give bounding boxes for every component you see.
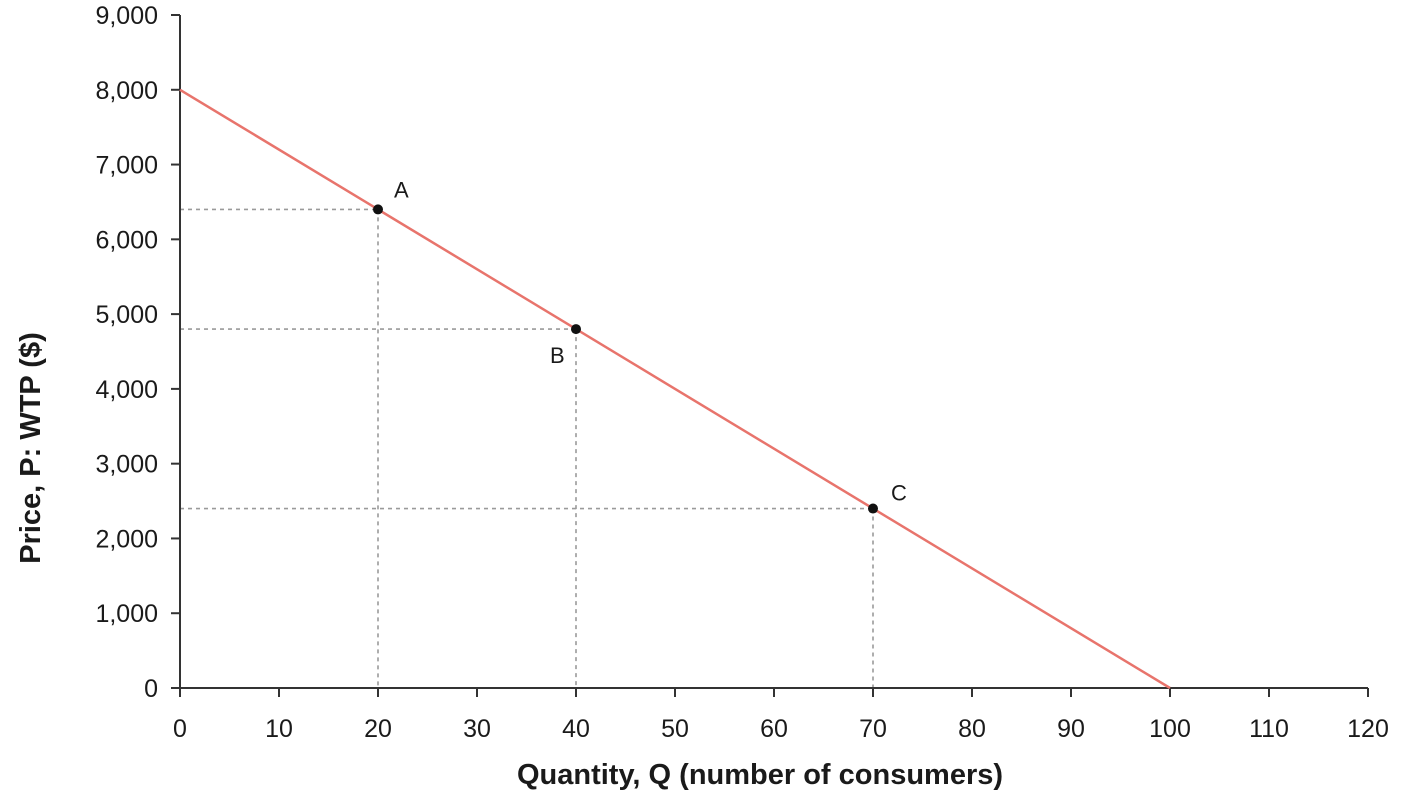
guide-lines bbox=[180, 208, 874, 688]
y-tick-label: 7,000 bbox=[95, 152, 158, 180]
x-axis-title: Quantity, Q (number of consumers) bbox=[517, 759, 1003, 791]
axes bbox=[179, 15, 1368, 689]
labeled-points: A B C bbox=[373, 177, 907, 514]
point-label: C bbox=[891, 481, 907, 506]
x-tick-label: 10 bbox=[265, 715, 293, 743]
x-axis-ticks: 0 10 20 30 40 50 60 70 80 90 100 110 120 bbox=[173, 688, 1389, 743]
demand-series bbox=[179, 88, 1171, 690]
point-marker bbox=[571, 324, 581, 335]
x-tick-label: 60 bbox=[760, 715, 788, 743]
point-marker bbox=[373, 204, 383, 215]
point-marker bbox=[868, 503, 878, 514]
x-tick-label: 120 bbox=[1347, 715, 1389, 743]
x-tick-label: 80 bbox=[958, 715, 986, 743]
x-tick-label: 90 bbox=[1057, 715, 1085, 743]
y-tick-label: 4,000 bbox=[95, 376, 158, 404]
y-tick-label: 0 bbox=[144, 675, 158, 703]
point-label: A bbox=[394, 177, 409, 202]
y-tick-label: 2,000 bbox=[95, 525, 158, 553]
y-tick-label: 5,000 bbox=[95, 301, 158, 329]
y-axis-ticks: 0 1,000 2,000 3,000 4,000 5,000 6,000 7,000 8,00… bbox=[95, 2, 180, 703]
x-tick-label: 40 bbox=[562, 715, 590, 743]
x-tick-label: 0 bbox=[173, 715, 187, 743]
y-tick-label: 3,000 bbox=[95, 451, 158, 479]
x-tick-label: 70 bbox=[859, 715, 887, 743]
x-tick-label: 30 bbox=[463, 715, 491, 743]
y-axis-title: Price, P: WTP ($) bbox=[15, 332, 47, 564]
x-tick-label: 110 bbox=[1249, 715, 1289, 743]
y-tick-label: 8,000 bbox=[95, 77, 158, 105]
x-tick-label: 100 bbox=[1149, 715, 1191, 743]
point-label: B bbox=[550, 343, 565, 368]
y-tick-label: 6,000 bbox=[95, 226, 158, 254]
x-tick-label: 20 bbox=[364, 715, 392, 743]
demand-line bbox=[179, 88, 1171, 690]
y-tick-label: 1,000 bbox=[95, 600, 158, 628]
y-tick-label: 9,000 bbox=[95, 2, 158, 30]
x-tick-label: 50 bbox=[661, 715, 689, 743]
